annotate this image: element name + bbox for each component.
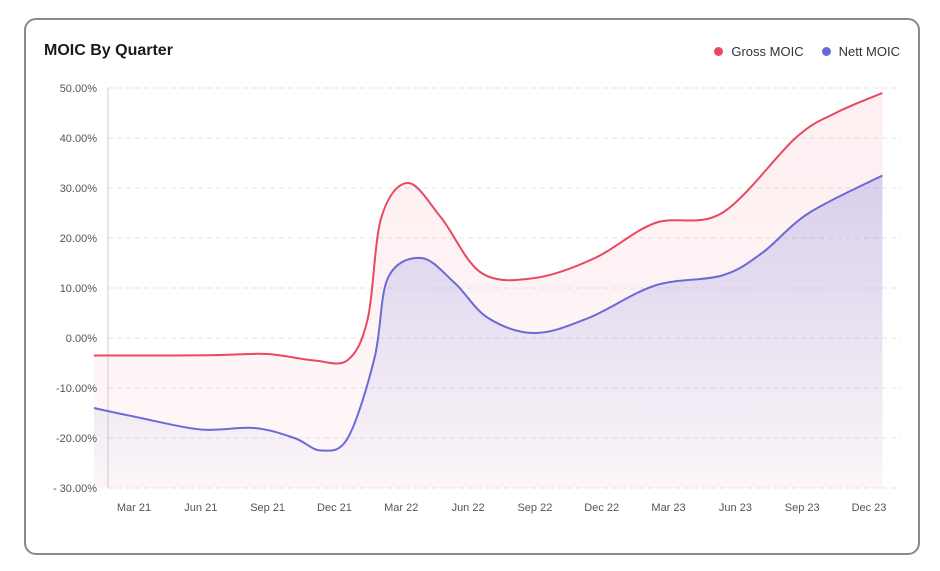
y-tick-label: -10.00% — [56, 383, 97, 395]
y-tick-label: 40.00% — [60, 133, 98, 145]
legend-item-gross[interactable]: Gross MOIC — [714, 44, 804, 59]
area-layer — [93, 93, 883, 488]
y-tick-label: - 30.00% — [53, 483, 97, 495]
series-area-nett — [93, 175, 883, 488]
x-tick-label: Jun 21 — [184, 502, 217, 514]
y-axis-labels: 50.00% 40.00% 30.00% 20.00% 10.00% 0.00% -10.0… — [53, 83, 97, 495]
series-line-gross[interactable] — [93, 92, 883, 365]
x-tick-label: Mar 23 — [651, 502, 685, 514]
legend-dot-gross — [714, 47, 724, 56]
line-layer — [93, 92, 883, 452]
y-tick-label: 50.00% — [60, 83, 98, 95]
legend-label-gross: Gross MOIC — [731, 44, 804, 59]
x-tick-label: Sep 22 — [517, 502, 552, 514]
y-tick-label: 10.00% — [60, 283, 98, 295]
x-tick-label: Sep 23 — [785, 502, 820, 514]
series-line-nett[interactable] — [93, 174, 883, 452]
y-tick-label: 0.00% — [66, 333, 97, 345]
legend-dot-nett — [821, 47, 831, 56]
x-axis-labels: Mar 21 Jun 21 Sep 21 Dec 21 Mar 22 Jun 22 Sep … — [117, 502, 887, 514]
legend: Gross MOIC Nett MOIC — [714, 44, 900, 59]
y-tick-label: 30.00% — [60, 183, 98, 195]
x-tick-label: Jun 23 — [719, 502, 752, 514]
y-tick-label: 20.00% — [60, 233, 98, 245]
x-tick-label: Mar 21 — [117, 502, 151, 514]
x-tick-label: Mar 22 — [384, 502, 418, 514]
x-tick-label: Dec 22 — [584, 502, 619, 514]
y-tick-label: -20.00% — [56, 433, 97, 445]
x-tick-label: Dec 21 — [317, 502, 352, 514]
chart-title: MOIC By Quarter — [44, 42, 173, 59]
x-tick-label: Jun 22 — [452, 502, 485, 514]
x-tick-label: Sep 21 — [250, 502, 285, 514]
legend-item-nett[interactable]: Nett MOIC — [821, 44, 900, 59]
x-tick-label: Dec 23 — [852, 502, 887, 514]
legend-label-nett: Nett MOIC — [838, 44, 900, 59]
